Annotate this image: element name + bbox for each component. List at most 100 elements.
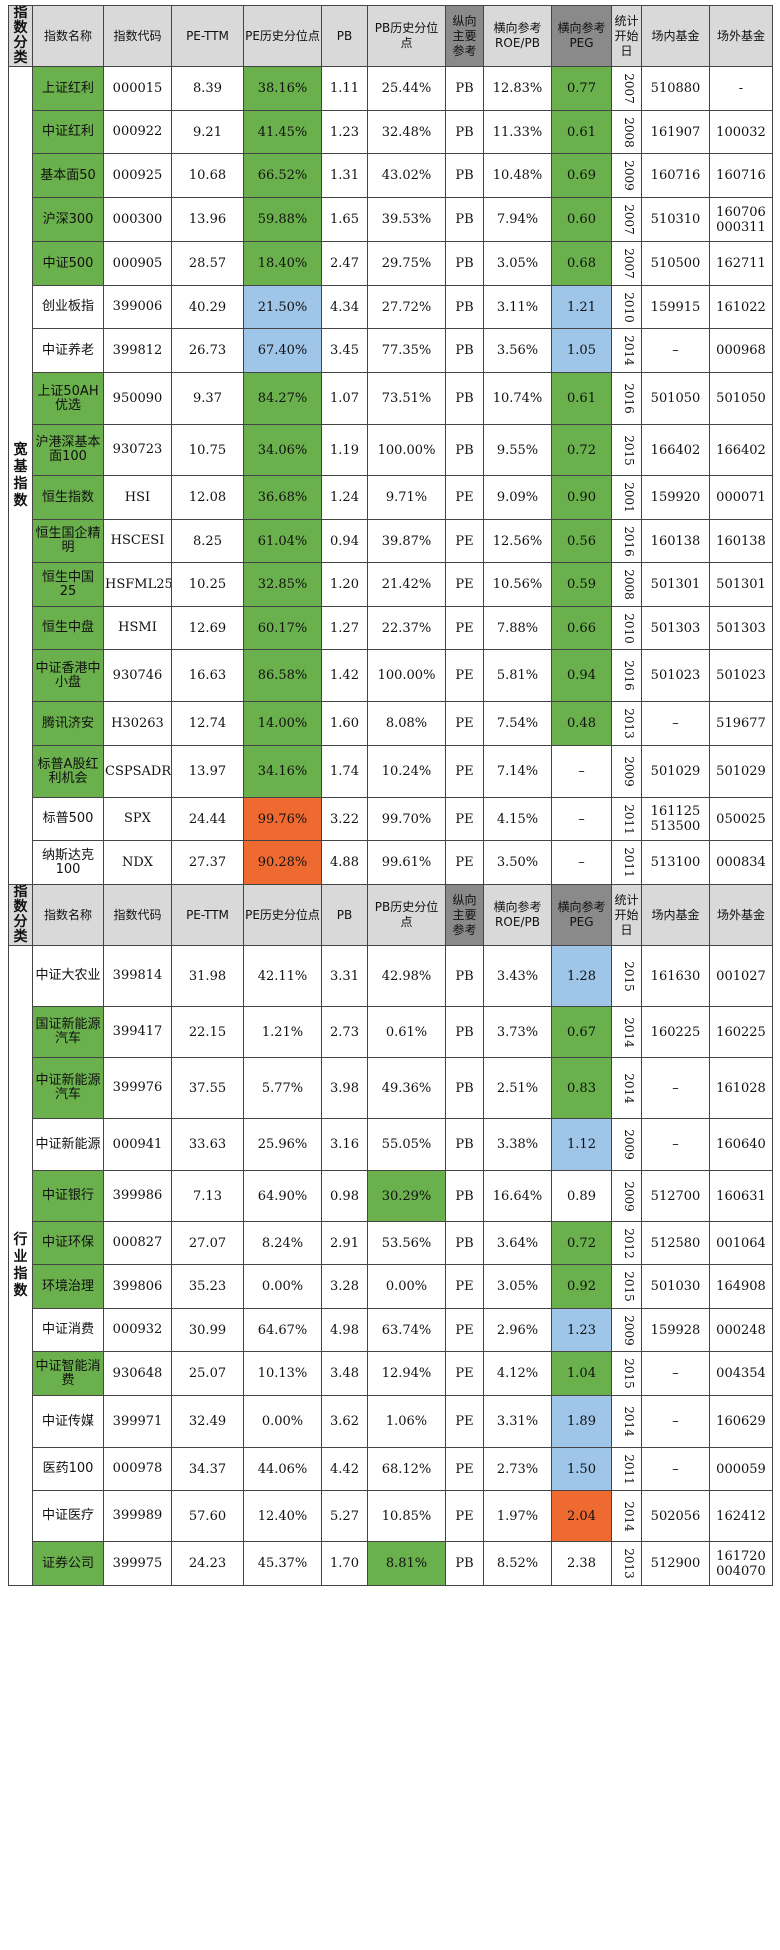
- table-row: 中证红利 000922 9.21 41.45% 1.23 32.48% PB 11.33% 0.…: [9, 110, 773, 154]
- start-year-text: 2007: [621, 73, 636, 104]
- pe-ttm-cell: 10.75: [171, 424, 244, 476]
- index-name-cell: 纳斯达克100: [32, 840, 104, 885]
- index-code-cell: 399812: [103, 328, 172, 373]
- fund-code: 501050: [650, 391, 701, 406]
- index-name-cell: 中证新能源: [32, 1118, 104, 1171]
- fund-code: 100032: [716, 124, 766, 140]
- main-reference-cell: PB: [445, 372, 484, 425]
- peg-cell: 0.60: [551, 197, 612, 242]
- offsite-fund-cell: 004354: [709, 1351, 773, 1396]
- offsite-fund-cell: 162711: [709, 241, 773, 286]
- peg-cell: 1.05: [551, 328, 612, 373]
- pe-percentile-cell: 42.11%: [243, 945, 322, 1007]
- main-reference-cell: PB: [445, 241, 484, 286]
- fund-code: –: [672, 1366, 679, 1381]
- peg-cell: 2.04: [551, 1490, 612, 1542]
- offsite-fund-cell: 161022: [709, 285, 773, 329]
- peg-header: 横向参考PEG: [551, 5, 612, 67]
- category-cell: 行业指数: [8, 945, 33, 1586]
- roe-pb-cell: 3.50%: [483, 840, 552, 885]
- fund-code: 501030: [650, 1279, 701, 1294]
- start-year-cell: 2016: [611, 649, 642, 702]
- peg-cell: 0.68: [551, 241, 612, 286]
- onsite-fund-cell: 159915: [641, 285, 710, 329]
- fund-code: 501301: [650, 577, 701, 592]
- index-name-cell: 腾讯济安: [32, 701, 104, 746]
- start-year-text: 2010: [621, 291, 636, 323]
- main-reference-cell: PE: [445, 562, 484, 607]
- fund-code: 161028: [716, 1080, 766, 1096]
- table-row: 环境治理 399806 35.23 0.00% 3.28 0.00% PE 3.05% 0.92…: [9, 1264, 773, 1309]
- table-row: 中证香港中小盘 930746 16.63 86.58% 1.42 100.00% PE 5.8…: [9, 649, 773, 702]
- peg-cell: 2.38: [551, 1541, 612, 1586]
- pb-cell: 3.45: [321, 328, 368, 373]
- roe-pb-cell: 3.56%: [483, 328, 552, 373]
- peg-cell: 0.72: [551, 1221, 612, 1265]
- pe-ttm-cell: 37.55: [171, 1057, 244, 1119]
- start-year-text: 2012: [621, 1227, 636, 1259]
- start-year-text: 2014: [621, 1500, 636, 1532]
- peg-cell: 0.59: [551, 562, 612, 607]
- fund-code: 512900: [650, 1556, 701, 1571]
- main-reference-cell: PE: [445, 797, 484, 841]
- offsite-fund-cell: 000968: [709, 328, 773, 373]
- fund-code: 000248: [716, 1322, 766, 1338]
- fund-code: 160225: [716, 1024, 766, 1040]
- fund-code: 050025: [716, 811, 766, 827]
- main-reference-cell: PE: [445, 1447, 484, 1491]
- pe-ttm-cell: 24.44: [171, 797, 244, 841]
- fund-code: 510310: [650, 212, 701, 227]
- peg-cell: 0.89: [551, 1170, 612, 1222]
- index-name-cell: 恒生国企精明: [32, 519, 104, 563]
- index-code-cell: 930648: [103, 1351, 172, 1396]
- onsite-fund-cell: –: [641, 1057, 710, 1119]
- pe-ttm-cell: 13.97: [171, 745, 244, 798]
- offsite-fund-cell: 050025: [709, 797, 773, 841]
- pe-ttm-cell: 28.57: [171, 241, 244, 286]
- roe-pb-cell: 2.51%: [483, 1057, 552, 1119]
- pb-cell: 1.23: [321, 110, 368, 154]
- table-row: 宽基指数 上证红利 000015 8.39 38.16% 1.11 25.44% PB 12.8…: [8, 66, 773, 885]
- main-reference-cell: PE: [445, 1395, 484, 1448]
- onsite-fund-cell: 501023: [641, 649, 710, 702]
- onsite-fund-cell: 502056: [641, 1490, 710, 1542]
- pb-percentile-cell: 8.81%: [367, 1541, 446, 1586]
- peg-cell: 0.72: [551, 424, 612, 476]
- pb-cell: 1.60: [321, 701, 368, 746]
- offsite-fund-cell: 160138: [709, 519, 773, 563]
- pb-percentile-cell: 100.00%: [367, 649, 446, 702]
- start-year-text: 2007: [621, 204, 636, 235]
- start-year-text: 2009: [621, 160, 636, 191]
- index-code-cell: 399986: [103, 1170, 172, 1222]
- start-year-cell: 2016: [611, 519, 642, 563]
- pe-ttm-cell: 12.74: [171, 701, 244, 746]
- start-year-text: 2014: [621, 1072, 636, 1104]
- fund-code: 161630: [650, 968, 701, 984]
- pe-ttm-cell: 22.15: [171, 1006, 244, 1058]
- pb-cell: 4.88: [321, 840, 368, 885]
- pe-percentile-cell: 61.04%: [243, 519, 322, 563]
- table-row: 中证消费 000932 30.99 64.67% 4.98 63.74% PE 2.96% 1.…: [9, 1308, 773, 1352]
- start-year-cell: 2014: [611, 328, 642, 373]
- start-year-text: 2007: [621, 248, 636, 279]
- pb-header: PB: [321, 884, 368, 946]
- index-name-cell: 中证环保: [32, 1221, 104, 1265]
- start-year-text: 2016: [621, 383, 636, 414]
- roe-pb-cell: 2.73%: [483, 1447, 552, 1491]
- fund-code: 166402: [650, 442, 701, 458]
- code-header: 指数代码: [103, 5, 172, 67]
- offsite-fund-cell: 000834: [709, 840, 773, 885]
- pe-percentile-cell: 5.77%: [243, 1057, 322, 1119]
- peg-cell: –: [551, 797, 612, 841]
- pe-percentile-cell: 67.40%: [243, 328, 322, 373]
- onsite-fund-cell: –: [641, 1447, 710, 1491]
- offsite-fund-cell: 501023: [709, 649, 773, 702]
- start-year-cell: 2007: [611, 241, 642, 286]
- code-header: 指数代码: [103, 884, 172, 946]
- onsite-fund-cell: 161125 513500: [641, 797, 710, 841]
- fund-code: 160631: [716, 1188, 766, 1204]
- table-row: 上证50AH优选 950090 9.37 84.27% 1.07 73.51% PB 10.7…: [9, 372, 773, 425]
- pb-percentile-cell: 73.51%: [367, 372, 446, 425]
- start-year-text: 2013: [621, 708, 636, 739]
- fund-code: 164908: [716, 1279, 766, 1294]
